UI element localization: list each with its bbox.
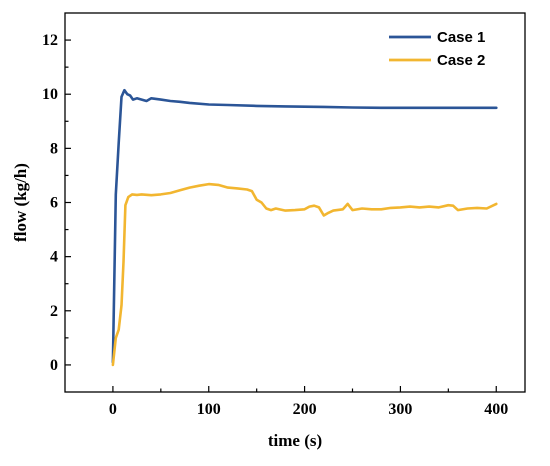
y-tick-label: 8 <box>50 140 58 157</box>
legend-label: Case 2 <box>437 52 485 69</box>
x-tick-label: 400 <box>484 401 508 418</box>
series-layer <box>111 88 498 367</box>
x-tick-label: 0 <box>109 401 117 418</box>
legend: Case 1 Case 2 <box>389 29 485 69</box>
plot-frame <box>64 12 526 393</box>
legend-label: Case 1 <box>437 29 485 46</box>
y-tick-label: 0 <box>50 357 58 374</box>
y-tick-label: 12 <box>42 32 58 49</box>
y-axis-label: flow (kg/h) <box>11 163 30 242</box>
ticks-layer: 0 2 4 6 8 10 12 0 100 200 300 400 <box>42 32 508 418</box>
y-tick-label: 10 <box>42 86 58 103</box>
x-axis-label: time (s) <box>268 431 322 450</box>
y-tick-label: 2 <box>50 303 58 320</box>
series-line-case-1 <box>111 88 498 364</box>
x-tick-label: 200 <box>293 401 317 418</box>
y-tick-label: 6 <box>50 195 58 212</box>
x-tick-label: 100 <box>197 401 221 418</box>
x-tick-label: 300 <box>388 401 412 418</box>
series-line-case-2 <box>111 182 498 367</box>
y-tick-label: 4 <box>50 249 58 266</box>
